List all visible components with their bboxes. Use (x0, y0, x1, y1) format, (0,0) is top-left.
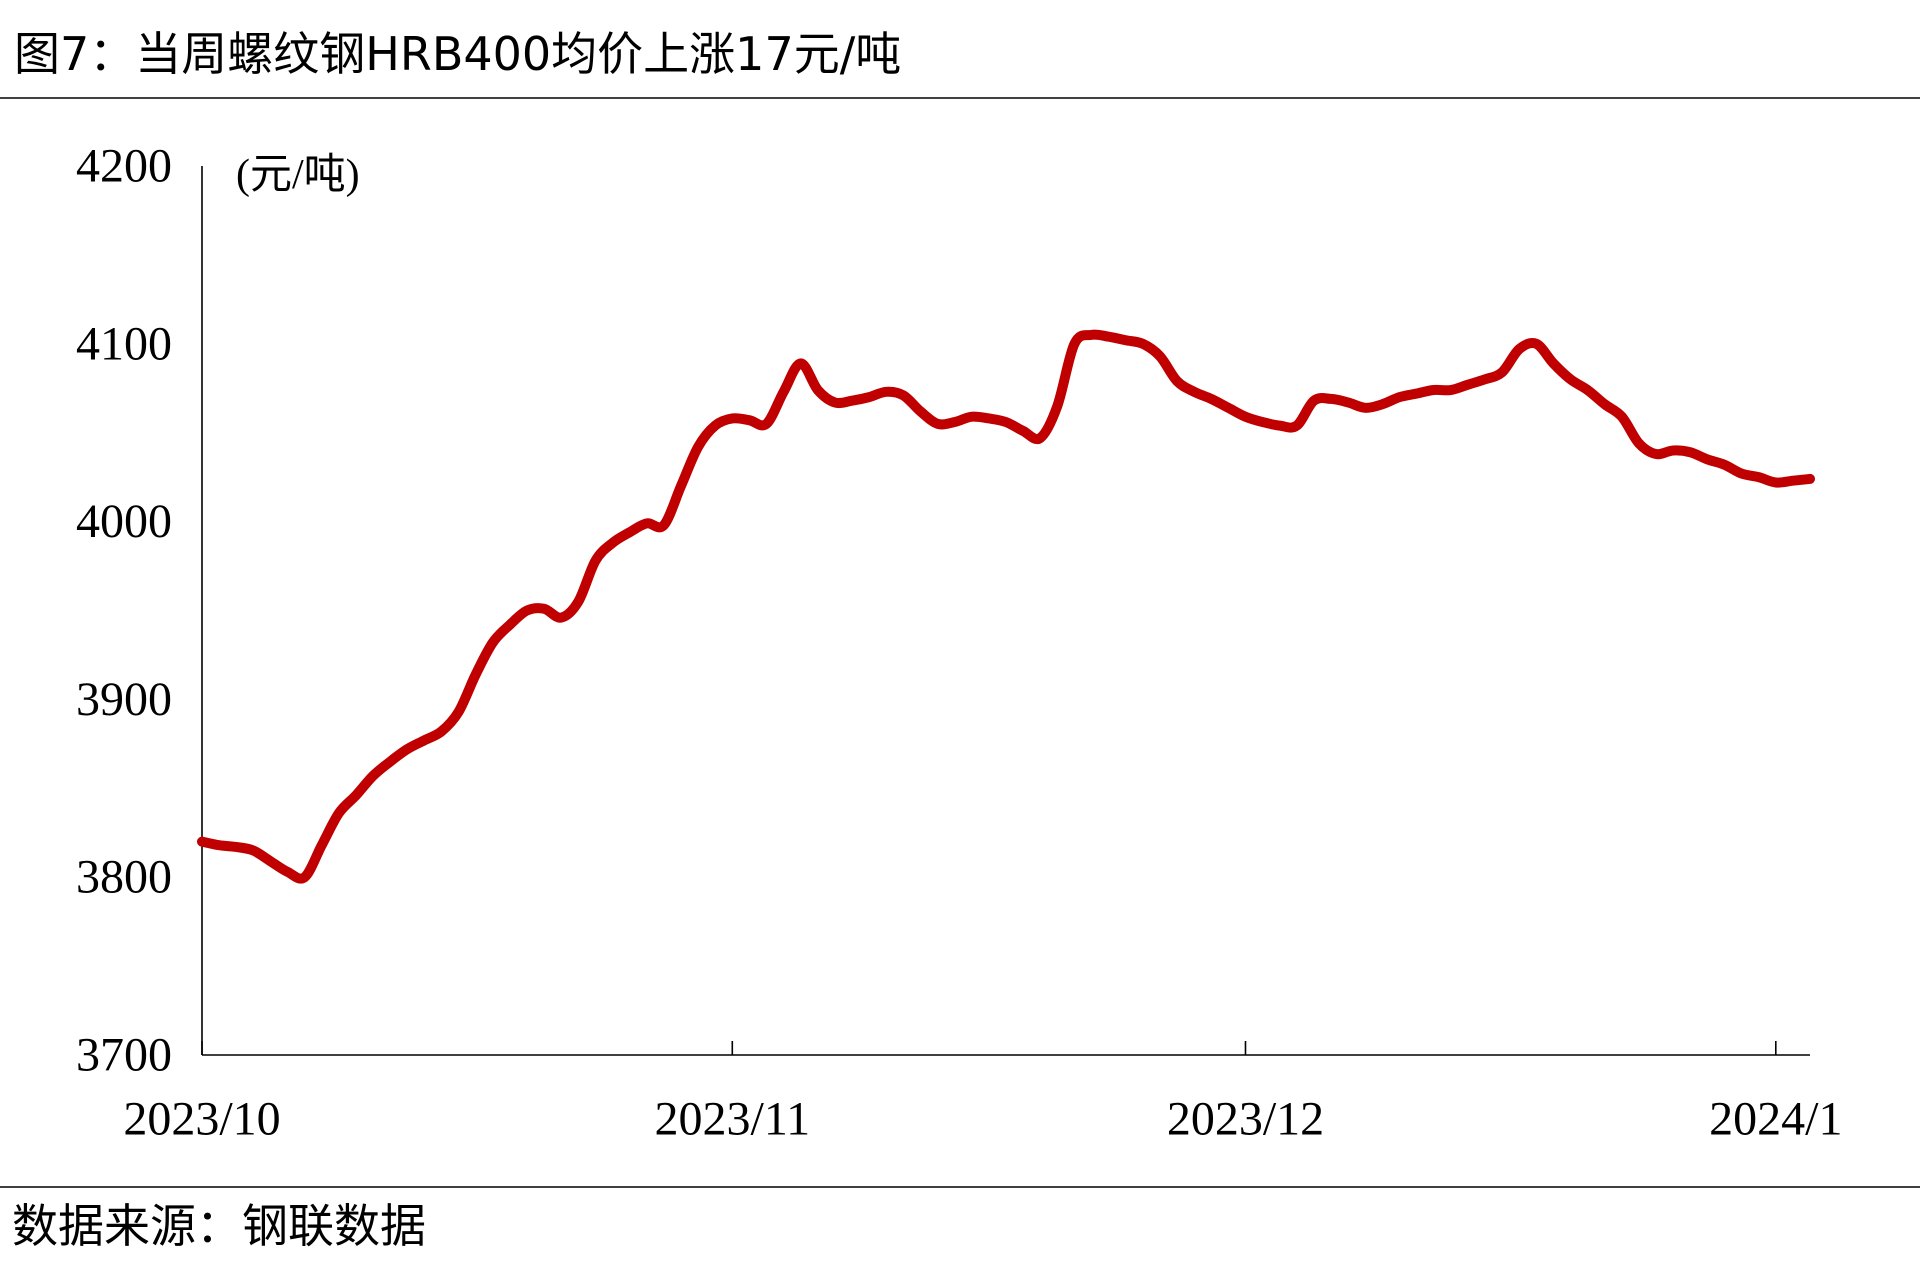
y-axis-unit-label: (元/吨) (236, 152, 360, 198)
figure-title: 图7：当周螺纹钢HRB400均价上涨17元/吨 (14, 27, 902, 81)
source-note: 数据来源：钢联数据 (12, 1199, 426, 1253)
y-tick-label: 3800 (76, 851, 172, 904)
y-tick-label: 4200 (76, 140, 172, 193)
top-divider (0, 97, 1920, 99)
bottom-divider (0, 1186, 1920, 1188)
x-tick-group: 2023/10 2023/11 2023/12 2024/1 (123, 1041, 1842, 1146)
x-tick-label: 2023/12 (1167, 1093, 1324, 1146)
y-tick-label: 3900 (76, 673, 172, 726)
y-tick-label: 4000 (76, 495, 172, 548)
y-tick-label: 4100 (76, 317, 172, 370)
x-tick-label: 2023/11 (655, 1093, 811, 1146)
y-tick-group: 3700 3800 3900 4000 4100 4200 (76, 140, 172, 1082)
y-tick-label: 3700 (76, 1029, 172, 1082)
series-group (197, 329, 1815, 884)
series-line (197, 329, 1815, 884)
x-tick-label: 2024/1 (1709, 1093, 1842, 1146)
x-tick-label: 2023/10 (123, 1093, 280, 1146)
